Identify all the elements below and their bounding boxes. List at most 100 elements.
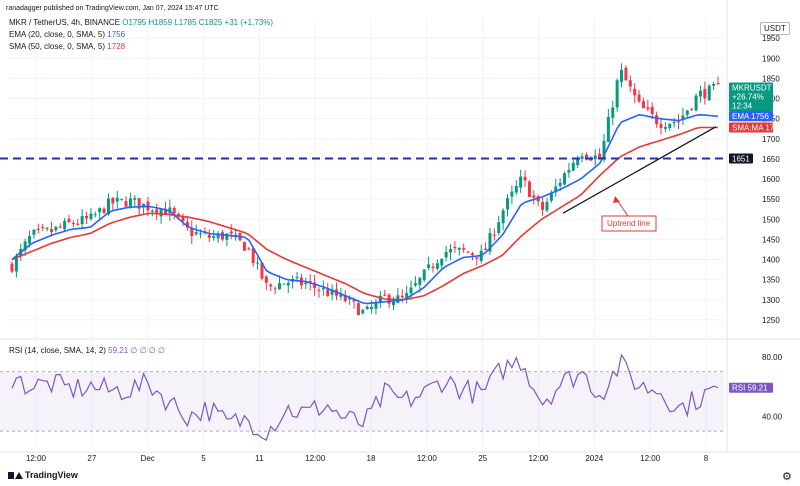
candle-body <box>194 232 198 235</box>
candle-body <box>282 283 286 285</box>
candle-body <box>216 233 220 239</box>
candle-body <box>256 262 260 264</box>
candle-body <box>80 216 84 225</box>
candle-body <box>690 108 694 110</box>
candle-body <box>663 127 667 129</box>
candle-body <box>163 208 167 215</box>
tradingview-brand[interactable]: TradingView <box>8 470 78 480</box>
candle-body <box>370 306 374 309</box>
time-tick-label: 12:00 <box>26 454 47 463</box>
candle-body <box>628 80 632 87</box>
candle-body <box>427 264 431 268</box>
ema-line <box>11 113 719 305</box>
candle-body <box>418 277 422 285</box>
candle-body <box>133 198 137 200</box>
candle-body <box>510 191 514 197</box>
candle-body <box>159 209 163 217</box>
candle-body <box>128 198 132 207</box>
candle-body <box>606 116 610 142</box>
currency-label[interactable]: USDT <box>760 22 790 35</box>
candle-body <box>356 303 360 316</box>
candle-body <box>98 208 102 213</box>
candle-body <box>383 294 387 296</box>
last-price-tag-bg <box>729 82 773 112</box>
price-tick-label: 1950 <box>762 34 780 43</box>
price-tick-label: 1850 <box>762 74 780 83</box>
candle-body <box>348 298 352 300</box>
trend-line <box>562 126 717 214</box>
candle-body <box>317 289 321 291</box>
candle-body <box>264 276 268 283</box>
candle-body <box>71 223 75 225</box>
candle-body <box>637 94 641 102</box>
support-price-tag-text: 1651 <box>732 154 750 163</box>
candles <box>10 63 720 316</box>
last-price-tag-text: +26.74% <box>732 92 764 101</box>
sma-legend[interactable]: SMA (50, close, 0, SMA, 5) 1728 <box>9 42 125 52</box>
candle-body <box>672 121 676 124</box>
candle-body <box>374 301 378 309</box>
candle-body <box>462 248 466 250</box>
candle-body <box>589 159 593 161</box>
candle-body <box>32 229 36 235</box>
candle-body <box>519 176 523 188</box>
candle-body <box>49 229 53 233</box>
candle-body <box>181 216 185 222</box>
ema-legend[interactable]: EMA (20, close, 0, SMA, 5) 1756 <box>9 30 125 40</box>
rsi-legend-label: RSI (14, close, SMA, 14, 2) <box>9 346 106 355</box>
last-price-tag-text: MKRUSDT 1825 <box>732 83 792 92</box>
callout-arrow <box>616 199 629 217</box>
rsi-axis[interactable]: 40.00 80.00 <box>762 353 783 421</box>
uptrend-callout: Uptrend line <box>601 196 657 232</box>
time-axis[interactable]: 12:00 27 Dec 5 11 12:00 18 12:00 25 12:00 2024 12:0… <box>26 454 709 463</box>
candle-body <box>326 289 330 297</box>
candle-body <box>304 282 308 284</box>
price-axis[interactable]: 1250 1300 1350 1400 1450 1500 1550 1600 1650 1700… <box>762 34 780 325</box>
ohlc-values: O1795 H1859 L1785 C1825 +31 (+1.73%) <box>122 18 274 27</box>
candle-body <box>558 182 562 186</box>
symbol-name[interactable]: MKR / TetherUS, 4h, BINANCE <box>9 18 120 27</box>
callout-label: Uptrend line <box>607 219 651 228</box>
candle-body <box>659 123 663 128</box>
candle-body <box>567 169 571 173</box>
price-tick-label: 1350 <box>762 276 780 285</box>
candle-body <box>677 121 681 123</box>
candle-body <box>36 228 40 230</box>
candle-body <box>269 284 273 287</box>
candle-body <box>545 202 549 211</box>
sma-legend-label: SMA (50, close, 0, SMA, 5) <box>9 42 106 51</box>
candle-body <box>339 293 343 297</box>
time-tick-label: 12:00 <box>640 454 661 463</box>
time-tick-label: Dec <box>141 454 155 463</box>
rsi-legend[interactable]: RSI (14, close, SMA, 14, 2) 59.21 ∅ ∅ ∅ … <box>9 346 165 356</box>
candle-body <box>492 234 496 236</box>
candle-body <box>506 198 510 210</box>
candle-body <box>409 287 413 294</box>
candle-body <box>89 213 93 219</box>
callout-arrowhead <box>613 196 620 203</box>
price-tick-label: 1450 <box>762 235 780 244</box>
candle-body <box>76 223 80 225</box>
candle-body <box>712 83 716 86</box>
candle-body <box>413 283 417 286</box>
price-tick-label: 1500 <box>762 215 780 224</box>
price-tick-label: 1550 <box>762 195 780 204</box>
ema-legend-value: 1756 <box>107 30 126 39</box>
sma-legend-value: 1728 <box>107 42 126 51</box>
candle-body <box>220 232 224 240</box>
candle-body <box>63 220 67 230</box>
price-tick-label: 1900 <box>762 54 780 63</box>
candle-body <box>624 67 628 81</box>
candle-body <box>286 282 290 286</box>
candle-body <box>668 123 672 129</box>
time-tick-label: 12:00 <box>528 454 549 463</box>
candle-body <box>124 201 128 207</box>
time-tick-label: 5 <box>201 454 206 463</box>
gear-icon[interactable]: ⚙ <box>782 471 792 483</box>
sma-price-tag-bg <box>729 122 773 133</box>
candle-body <box>431 266 435 269</box>
candle-body <box>242 242 246 251</box>
time-tick-label: 27 <box>87 454 96 463</box>
sma-price-tag-text: SMA:MA 1728 <box>732 123 784 132</box>
